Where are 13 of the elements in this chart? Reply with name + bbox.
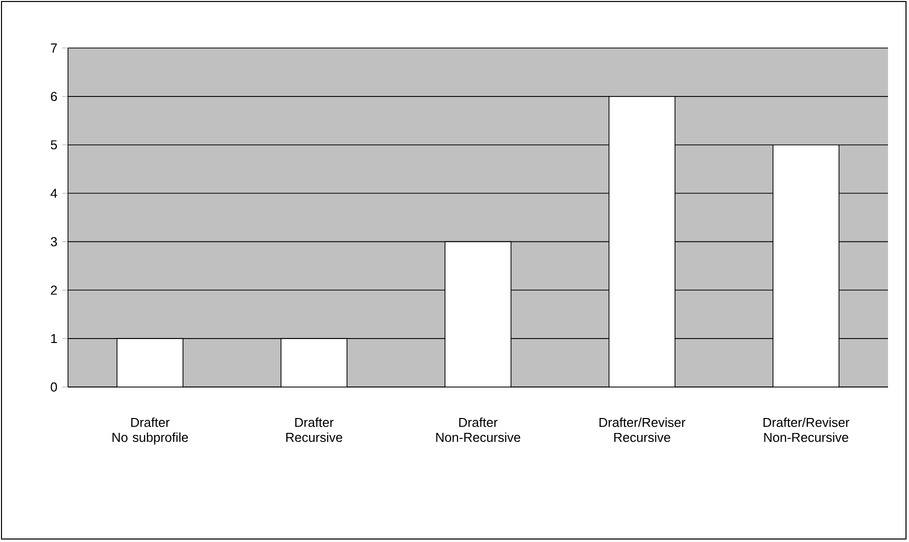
- x-tick-label: Drafter/Reviser Non-Recursive: [764, 418, 850, 442]
- x-tick-label: Drafter No subprofile: [112, 418, 188, 445]
- y-tick-label: 2: [50, 286, 57, 295]
- x-tick-label: Drafter Non-Recursive: [436, 418, 520, 442]
- y-tick-label: 4: [50, 188, 58, 198]
- y-tick-label: 3: [50, 237, 57, 246]
- y-tick-label: 0: [50, 382, 57, 392]
- x-tick-label: Drafter/Reviser Recursive: [600, 418, 686, 442]
- y-tick-label: 1: [51, 334, 57, 344]
- y-tick-label: 5: [50, 140, 57, 150]
- y-tick-label: 7: [50, 44, 57, 52]
- y-tick-label: 6: [50, 92, 57, 102]
- x-tick-label: Drafter Recursive: [286, 418, 342, 442]
